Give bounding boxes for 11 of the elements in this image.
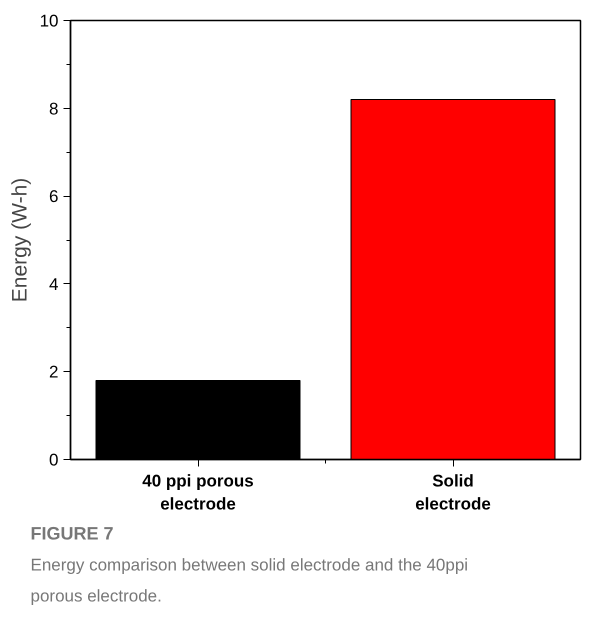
x-tick-label: 40 ppi porous electrode	[142, 472, 254, 514]
x-tick-label: Solid electrode	[415, 472, 491, 514]
y-axis-title: Energy (W-h)	[8, 178, 32, 302]
y-tick-label: 2	[49, 362, 59, 382]
y-tick-label: 0	[49, 450, 59, 470]
caption: FIGURE 7	[30, 524, 114, 544]
text: Energy comparison between solid electrode and the 40ppi porous electrode.	[30, 556, 468, 606]
y-tick-label: 8	[49, 99, 59, 118]
y-tick-label: 10	[40, 12, 59, 30]
y-tick-label: 4	[49, 274, 59, 294]
y-tick-label: 6	[49, 187, 59, 206]
